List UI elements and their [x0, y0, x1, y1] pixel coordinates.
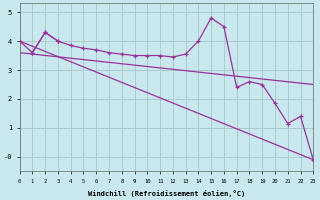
X-axis label: Windchill (Refroidissement éolien,°C): Windchill (Refroidissement éolien,°C)	[88, 190, 245, 197]
